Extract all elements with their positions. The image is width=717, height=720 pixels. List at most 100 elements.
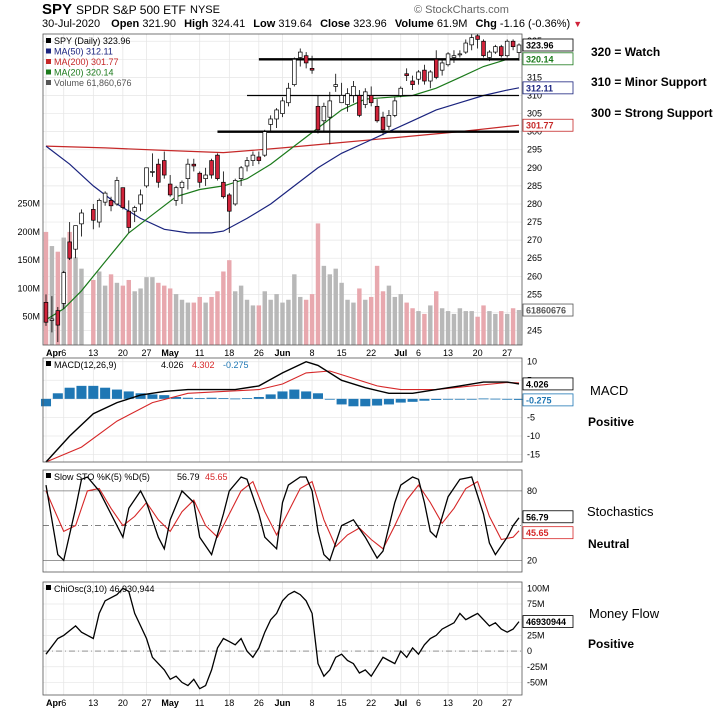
strong-support-annotation: 300 = Strong Support [591, 106, 713, 120]
volume-bar [504, 313, 510, 345]
minor-support-annotation: 310 = Minor Support [591, 75, 707, 89]
volume-bar [416, 311, 421, 345]
legend-entry: SPY (Daily) 323.96 [54, 36, 130, 46]
volume-bar [327, 274, 333, 345]
macd-histogram-bar [360, 398, 371, 407]
candle-body [445, 53, 451, 66]
volume-bar [73, 257, 78, 345]
candle-body [374, 105, 380, 122]
candle-body [132, 207, 137, 212]
sto-k-line [45, 476, 520, 562]
macd-histogram-bar [289, 389, 300, 399]
chart-header: SPY SPDR S&P 500 ETF NYSE © StockCharts.… [0, 0, 717, 34]
candle-body [298, 51, 303, 58]
candle-body [345, 93, 350, 105]
volume-bar [410, 308, 415, 345]
chi-tick-label: 0 [527, 646, 532, 656]
x-tick-label-bottom: 11 [195, 698, 204, 708]
candle-body [55, 310, 61, 326]
sto-legend-swatch [46, 473, 51, 478]
volume-bar [434, 291, 439, 345]
macd-hist-last-tag-box [522, 393, 574, 407]
candle-body [516, 44, 522, 53]
macd-histogram-bar [111, 389, 122, 399]
volume-bar [380, 291, 386, 345]
chg-value: -1.16 (-0.36%) [499, 18, 571, 30]
x-tick-label-bottom: 27 [502, 698, 512, 708]
candle-body [102, 192, 108, 203]
macd-histogram-bar [253, 397, 264, 399]
x-tick-label: 20 [118, 348, 128, 358]
x-tick-label-bottom: Jun [274, 698, 290, 708]
candle-body [91, 209, 96, 221]
macd-histogram-bar [324, 398, 335, 400]
candle-body [510, 40, 516, 48]
candle-body [114, 180, 120, 205]
sto-legend-d: 45.65 [205, 472, 228, 482]
macd-histogram-bar [230, 398, 241, 400]
price-tick-label: 260 [527, 271, 542, 281]
candle-body [67, 241, 72, 259]
sto-d-last-tag-box [522, 526, 574, 540]
candle-body [457, 53, 463, 56]
volume-bar [315, 223, 321, 345]
candle-body [209, 160, 214, 176]
candle-body [357, 95, 362, 116]
candle-body [469, 37, 474, 46]
chg-label: Chg [475, 18, 497, 30]
macd-histogram-bar [194, 398, 205, 399]
candle-body [144, 167, 149, 187]
volume-bar [232, 291, 238, 345]
legend-entry: Volume 61,860,676 [54, 78, 132, 88]
volume-bar [445, 311, 451, 345]
last-value-tag: 320.14 [526, 54, 554, 64]
macd-histogram-bar [372, 398, 383, 406]
volume-bar [238, 285, 244, 345]
candle-body [79, 212, 84, 225]
x-tick-label-bottom: 27 [142, 698, 152, 708]
price-panel-frame [42, 33, 523, 346]
volume-bar [191, 302, 197, 345]
volume-bar [309, 294, 315, 345]
macd-last-tag: 4.026 [526, 379, 549, 389]
volume-bar [357, 288, 362, 345]
macd-histogram-bar [52, 393, 63, 399]
volume-bar [321, 265, 327, 345]
price-tick-label: 270 [527, 235, 542, 245]
volume-bar [292, 274, 297, 345]
volume-bar [244, 299, 250, 345]
candle-body [339, 95, 344, 104]
x-tick-label-bottom: 6 [416, 698, 421, 708]
open-value: 321.90 [142, 18, 176, 30]
candle-body [504, 40, 510, 57]
legend-swatch [46, 69, 51, 75]
volume-bar [250, 305, 256, 345]
legend-entry: MA(200) 301.77 [54, 57, 119, 67]
macd-histogram-bar [241, 398, 253, 399]
chi-tick-label: 25M [527, 630, 545, 640]
x-tick-label-bottom: 8 [310, 698, 315, 708]
x-tick-label-bottom: Jul [394, 698, 407, 708]
money-flow-annotation-title: Money Flow [589, 606, 660, 621]
macd-panel-frame [42, 357, 523, 463]
volume-bar [114, 282, 120, 345]
macd-tick-label: -15 [527, 450, 540, 460]
macd-hist-last-tag: -0.275 [526, 395, 552, 405]
volume-bar [126, 279, 131, 345]
volume-bar [374, 265, 380, 345]
macd-histogram-bar [407, 398, 418, 402]
x-tick-label: 27 [502, 348, 512, 358]
x-tick-label: 20 [473, 348, 483, 358]
sto-k-last-tag: 56.79 [526, 512, 549, 522]
open-label: Open [111, 18, 140, 30]
candle-body [156, 163, 161, 183]
candle-body [191, 163, 197, 167]
candle-body [262, 131, 267, 156]
x-tick-label-bottom: 6 [61, 698, 66, 708]
low-label: Low [253, 18, 276, 30]
price-tick-label: 245 [527, 326, 542, 336]
volume-bar [179, 299, 185, 345]
candle-body [433, 58, 439, 78]
macd-histogram-bar [478, 398, 489, 400]
